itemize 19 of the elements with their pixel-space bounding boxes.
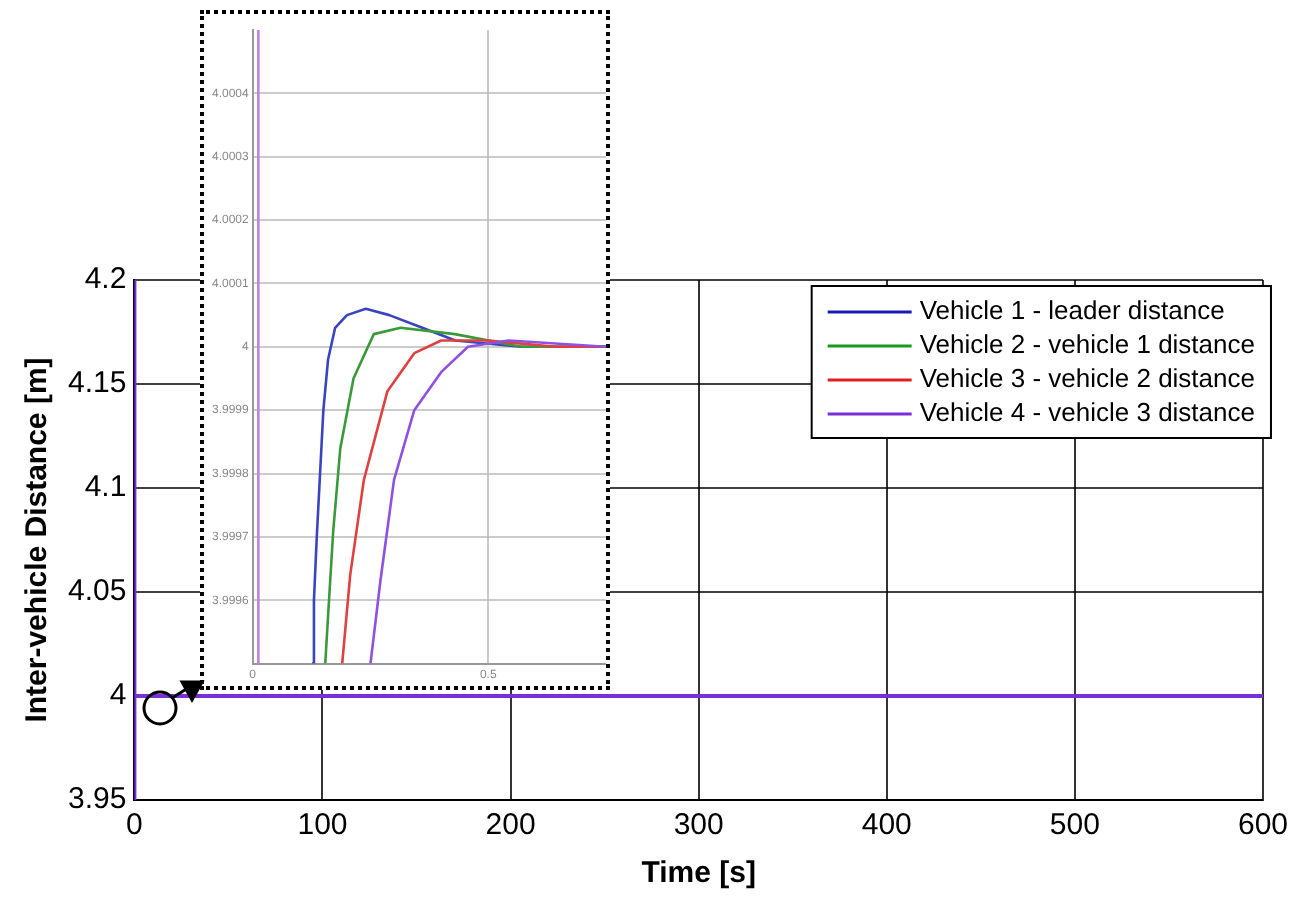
x-tick-label: 300 xyxy=(673,808,724,843)
legend-label: Vehicle 1 - leader distance xyxy=(919,295,1225,326)
x-tick-label: 100 xyxy=(297,808,348,843)
legend-label: Vehicle 4 - vehicle 3 distance xyxy=(919,397,1255,428)
x-tick-label: 600 xyxy=(1237,808,1288,843)
x-tick-label: 200 xyxy=(485,808,536,843)
legend-label: Vehicle 2 - vehicle 1 distance xyxy=(919,329,1255,360)
x-tick-label: 500 xyxy=(1049,808,1100,843)
x-axis-title: Time [s] xyxy=(641,856,756,891)
y-tick-label: 4.05 xyxy=(67,574,127,609)
y-tick-label: 3.95 xyxy=(67,782,127,817)
legend-label: Vehicle 3 - vehicle 2 distance xyxy=(919,363,1255,394)
y-tick-label: 4 xyxy=(109,678,127,713)
y-axis-title: Inter-vehicle Distance [m] xyxy=(20,357,55,723)
x-tick-label: 400 xyxy=(861,808,912,843)
y-tick-label: 4.1 xyxy=(84,470,127,505)
y-tick-label: 4.15 xyxy=(67,366,127,401)
x-tick-label: 0 xyxy=(126,808,143,843)
y-tick-label: 4.2 xyxy=(84,262,127,297)
